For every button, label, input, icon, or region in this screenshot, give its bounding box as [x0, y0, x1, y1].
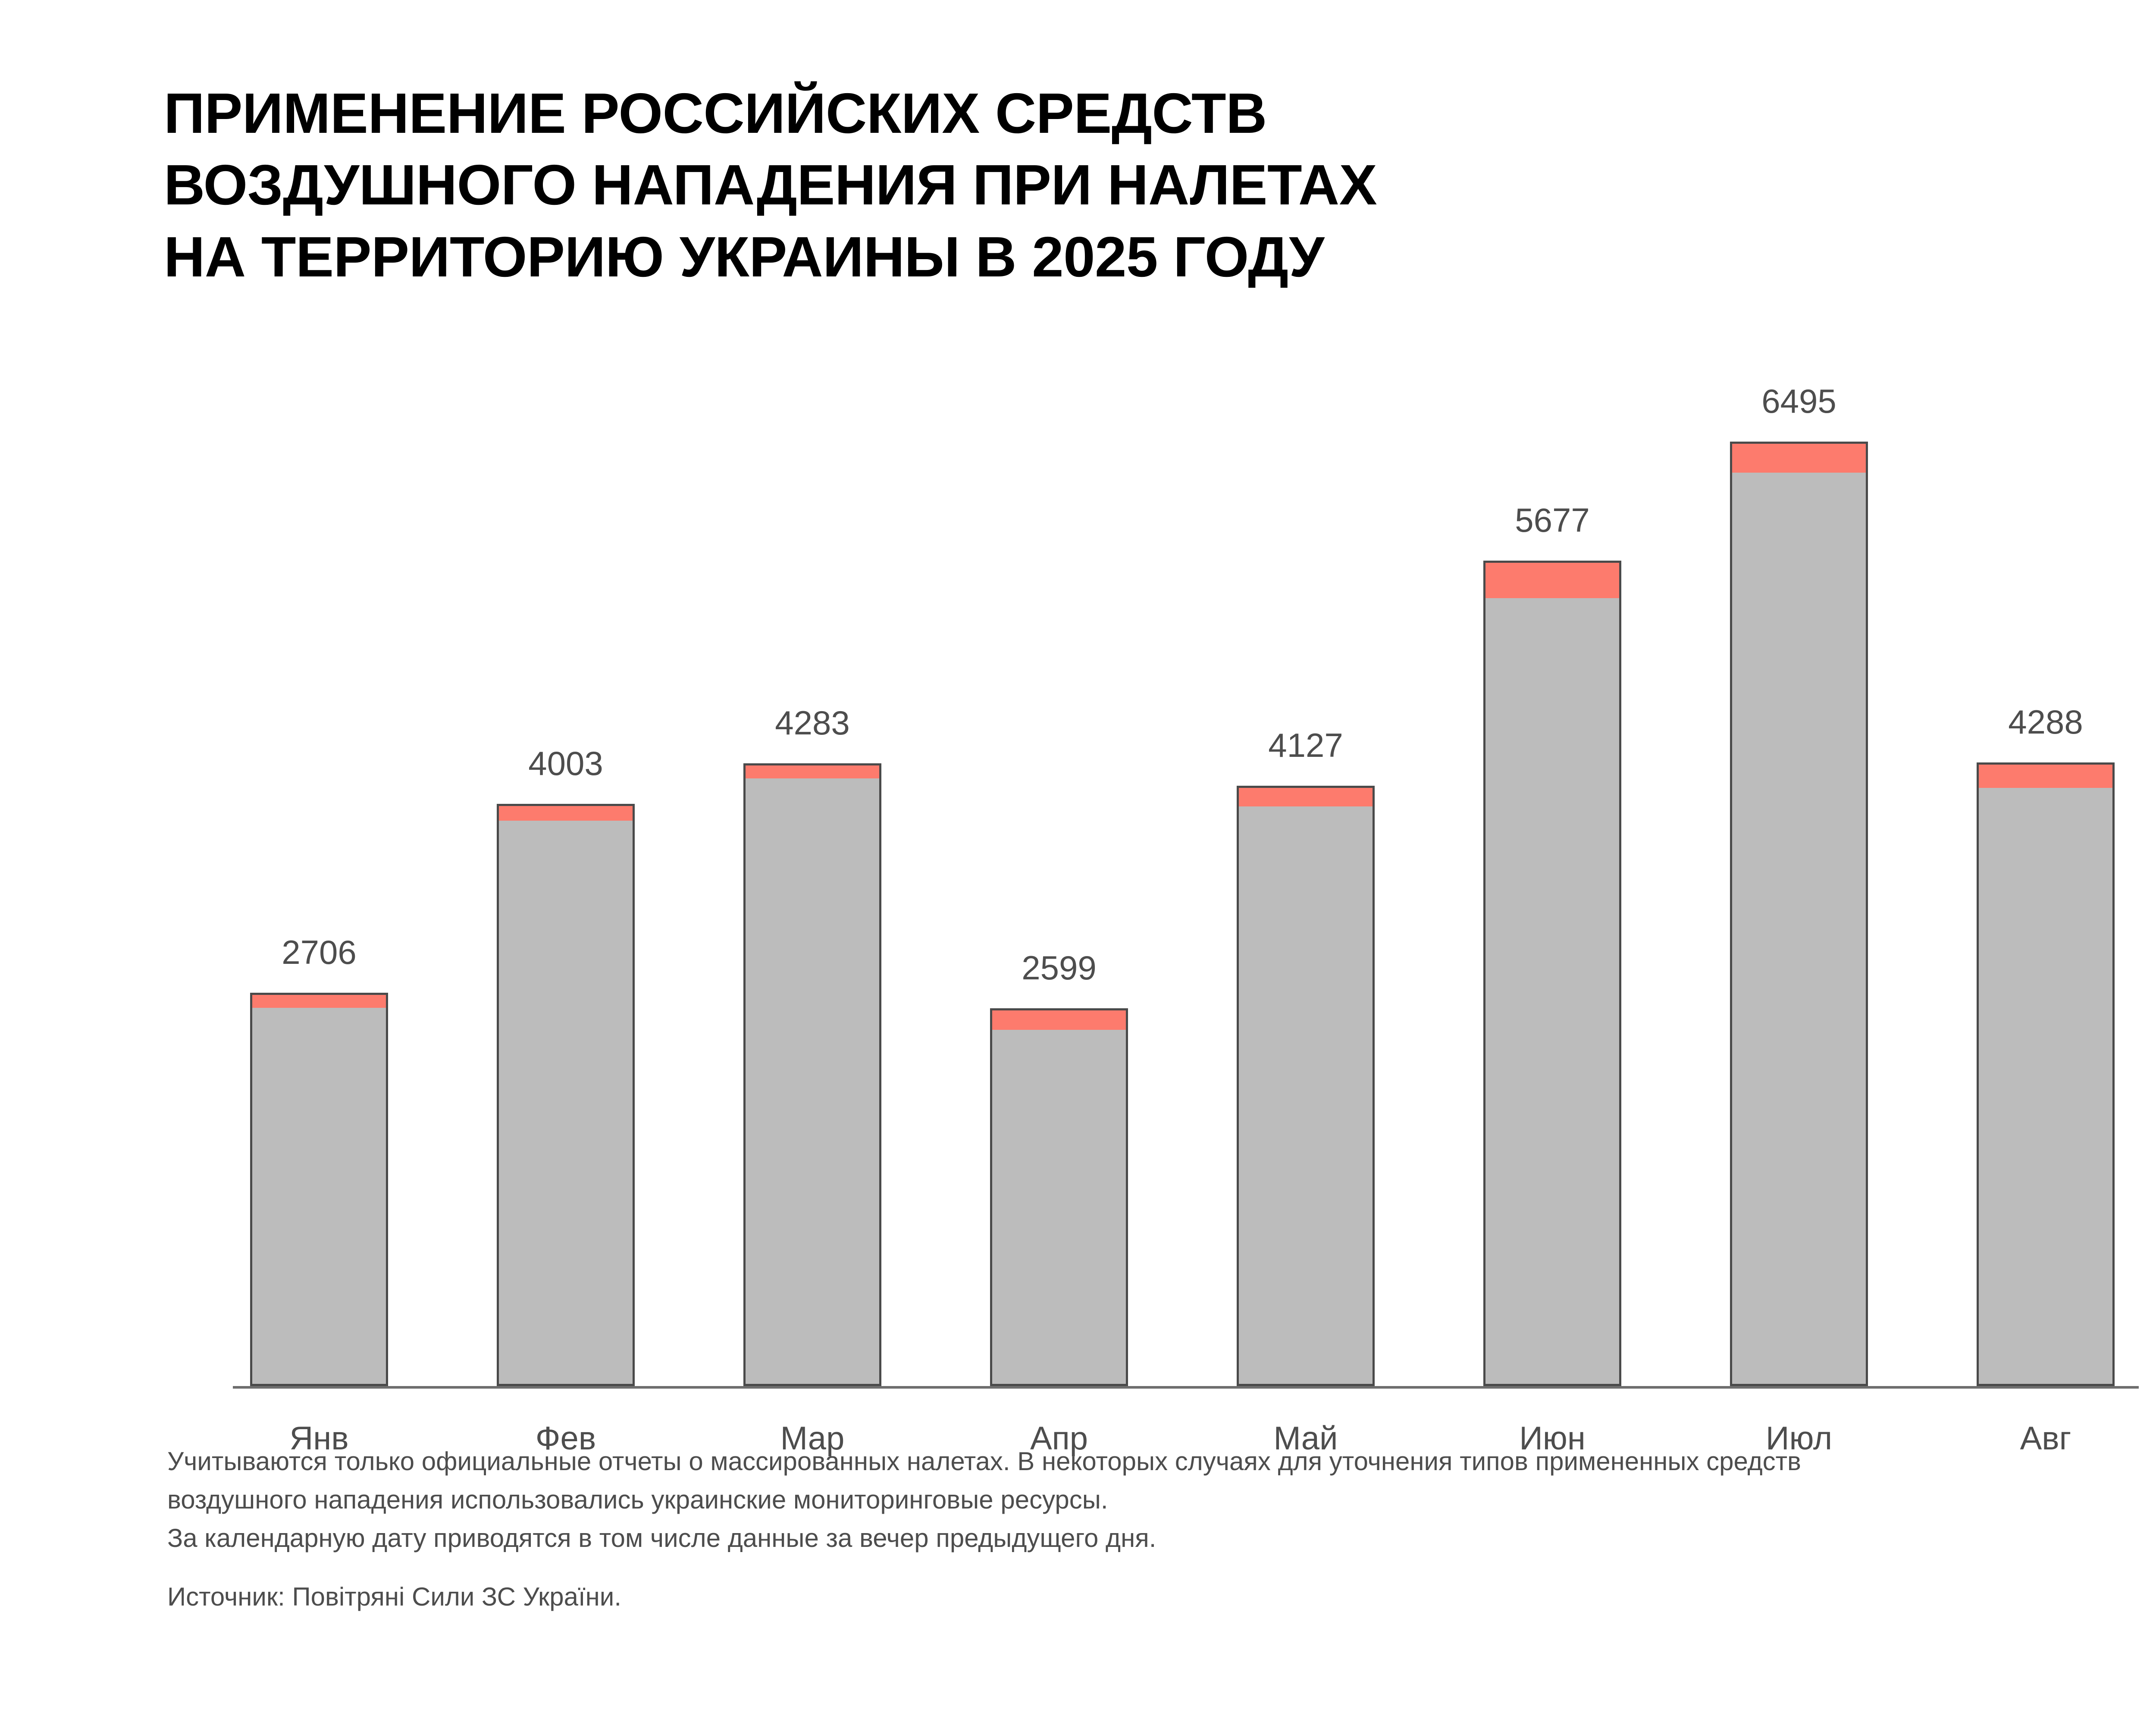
bar-group: 6495 Июл: [1730, 382, 1868, 1457]
bar-segment-uav[interactable]: [1485, 598, 1619, 1384]
bar-segment-rockets[interactable]: [1732, 444, 1866, 473]
x-axis-label-Апр: Апр: [1030, 1420, 1088, 1457]
x-axis-line: [233, 1386, 2139, 1389]
bar-value-label: 6495: [1761, 382, 1836, 420]
bar-value-label: 4003: [528, 744, 603, 783]
bar-value-label: 5677: [1515, 501, 1590, 539]
bar-group: 4127 Май: [1237, 726, 1375, 1457]
x-axis-label-Фев: Фев: [535, 1420, 596, 1457]
bar-value-label: 2599: [1022, 948, 1097, 987]
x-axis-label-Авг: Авг: [2020, 1420, 2071, 1457]
bar-segment-rockets[interactable]: [1485, 562, 1619, 598]
stacked-bar-chart: 2706 Янв 4003 Фев 4283 Мар 2599 Апр 4127 Май 5677 И…: [164, 354, 2156, 1457]
bar-group: 4003 Фев: [497, 744, 635, 1457]
bar-Мар[interactable]: [743, 763, 881, 1386]
bar-segment-uav[interactable]: [1979, 788, 2112, 1384]
source-note: Источник: Повітряні Сили ЗС України.: [167, 1582, 621, 1612]
bar-value-label: 4288: [2008, 703, 2083, 741]
bar-segment-rockets[interactable]: [992, 1010, 1126, 1030]
bar-value-label: 4283: [775, 703, 850, 742]
bar-segment-rockets[interactable]: [1979, 765, 2112, 788]
bar-Июл[interactable]: [1730, 442, 1868, 1386]
plot-area: 2706 Янв 4003 Фев 4283 Мар 2599 Апр 4127 Май 5677 И…: [164, 354, 2156, 1457]
x-axis-label-Июн: Июн: [1519, 1420, 1586, 1457]
bar-group: 4283 Мар: [743, 704, 881, 1457]
bar-group: 2706 Янв: [250, 933, 388, 1457]
methodology-note: Учитываются только официальные отчеты о …: [167, 1447, 1801, 1552]
bar-Май[interactable]: [1237, 786, 1375, 1386]
bar-group: 5677 Июн: [1483, 501, 1621, 1457]
x-axis-label-Янв: Янв: [289, 1420, 349, 1457]
bar-segment-uav[interactable]: [1239, 806, 1373, 1384]
bar-group: 2599 Апр: [990, 949, 1128, 1457]
bar-segment-uav[interactable]: [1732, 473, 1866, 1384]
bar-segment-rockets[interactable]: [1239, 788, 1373, 806]
bar-segment-uav[interactable]: [992, 1030, 1126, 1384]
bar-segment-uav[interactable]: [252, 1007, 386, 1384]
bar-segment-uav[interactable]: [746, 778, 879, 1384]
bar-segment-rockets[interactable]: [746, 765, 879, 779]
x-axis-label-Мар: Мар: [780, 1420, 845, 1457]
bar-Янв[interactable]: [250, 992, 388, 1386]
x-axis-label-Июл: Июл: [1765, 1420, 1833, 1457]
bars-container: 2706 Янв 4003 Фев 4283 Мар 2599 Апр 4127 Май 5677 И…: [164, 354, 2156, 1457]
bar-segment-uav[interactable]: [499, 820, 633, 1384]
bar-segment-rockets[interactable]: [252, 994, 386, 1008]
bar-segment-rockets[interactable]: [499, 806, 633, 821]
bar-value-label: 2706: [282, 933, 357, 971]
header: ПРИМЕНЕНИЕ РОССИЙСКИХ СРЕДСТВ ВОЗДУШНОГО…: [164, 78, 2156, 319]
footnotes: Учитываются только официальные отчеты о …: [167, 1443, 2156, 1615]
page-title: ПРИМЕНЕНИЕ РОССИЙСКИХ СРЕДСТВ ВОЗДУШНОГО…: [164, 82, 1377, 289]
bar-Фев[interactable]: [497, 804, 635, 1386]
bar-Авг[interactable]: [1977, 762, 2115, 1386]
bar-Июн[interactable]: [1483, 560, 1621, 1386]
x-axis-label-Май: Май: [1273, 1420, 1338, 1457]
bar-Апр[interactable]: [990, 1008, 1128, 1386]
bar-value-label: 4127: [1268, 726, 1343, 765]
bar-group: 4288 Авг: [1977, 703, 2115, 1457]
